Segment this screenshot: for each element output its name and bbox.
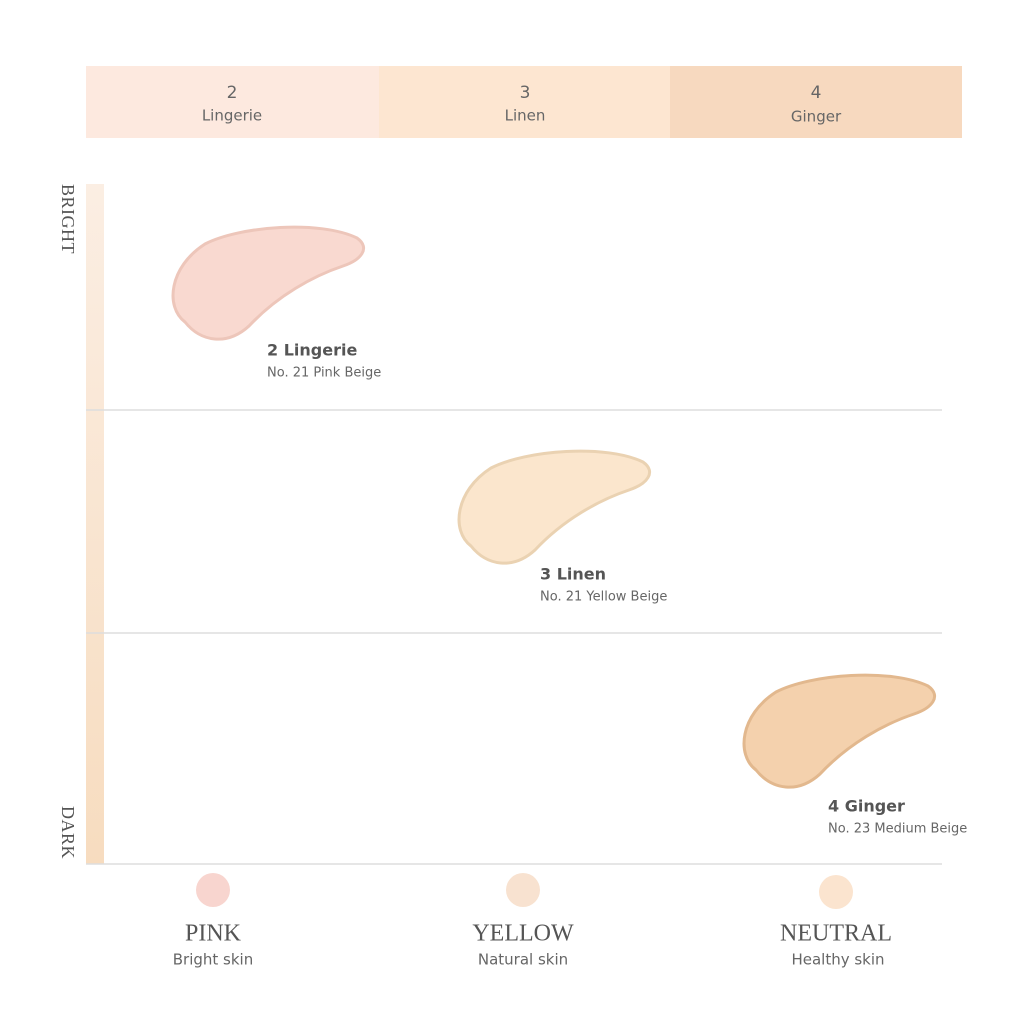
swatch-title: 4 Ginger xyxy=(828,797,905,816)
shade-name: Linen xyxy=(505,107,546,125)
header-cell xyxy=(379,66,671,138)
undertone-dot xyxy=(819,875,853,909)
swatch xyxy=(457,449,652,565)
swatch xyxy=(742,673,937,789)
undertone-name: PINK xyxy=(185,921,242,947)
undertone-name: YELLOW xyxy=(472,921,574,947)
swatch-subtitle: No. 21 Pink Beige xyxy=(267,366,381,381)
shade-number: 4 xyxy=(811,83,822,103)
axis-top-label: BRIGHT xyxy=(58,184,78,254)
undertone-description: Healthy skin xyxy=(791,951,884,969)
undertone-description: Natural skin xyxy=(478,951,568,969)
undertone-dot xyxy=(196,873,230,907)
axis-bottom-label: DARK xyxy=(58,806,78,859)
shade-name: Ginger xyxy=(791,108,842,126)
swatch-title: 2 Lingerie xyxy=(267,341,357,360)
swatch-title: 3 Linen xyxy=(540,565,606,584)
shade-number: 2 xyxy=(227,83,238,103)
undertone-dot xyxy=(506,873,540,907)
header-cell xyxy=(86,66,379,138)
swatch-subtitle: No. 21 Yellow Beige xyxy=(540,590,667,605)
shade-number: 3 xyxy=(520,83,531,103)
undertone-description: Bright skin xyxy=(173,951,253,969)
swatch-subtitle: No. 23 Medium Beige xyxy=(828,822,967,837)
undertone-name: NEUTRAL xyxy=(780,921,892,947)
swatch xyxy=(171,225,366,341)
brightness-bar xyxy=(86,184,104,864)
shade-name: Lingerie xyxy=(202,107,262,125)
header-cell xyxy=(670,66,962,138)
